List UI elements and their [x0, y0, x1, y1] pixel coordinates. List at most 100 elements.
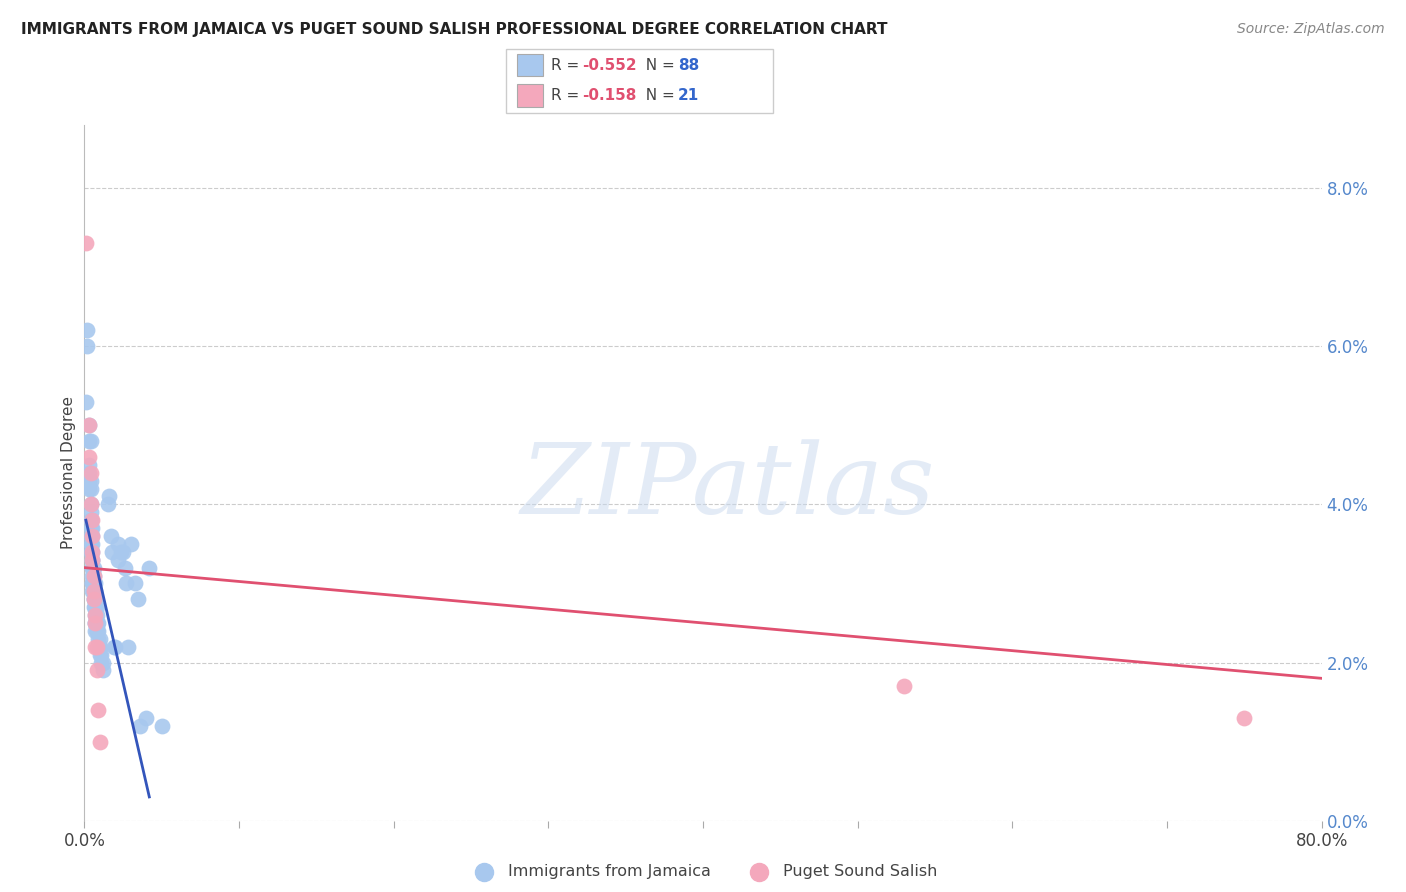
Point: [1233, 711, 1256, 725]
Point: [89, 632, 111, 646]
Text: IMMIGRANTS FROM JAMAICA VS PUGET SOUND SALISH PROFESSIONAL DEGREE CORRELATION CH: IMMIGRANTS FROM JAMAICA VS PUGET SOUND S…: [21, 22, 887, 37]
Point: [84, 576, 107, 591]
Point: [135, 711, 157, 725]
Point: [77, 434, 100, 449]
Point: [79, 537, 101, 551]
Point: [103, 640, 125, 654]
Point: [82, 537, 104, 551]
Point: [77, 458, 100, 472]
Point: [107, 552, 129, 567]
Point: [76, 339, 98, 353]
Point: [79, 482, 101, 496]
Point: [82, 560, 104, 574]
Legend: Immigrants from Jamaica, Puget Sound Salish: Immigrants from Jamaica, Puget Sound Sal…: [463, 858, 943, 886]
Point: [77, 418, 100, 433]
Point: [84, 615, 107, 630]
Point: [83, 592, 105, 607]
Point: [77, 418, 100, 433]
Point: [84, 600, 107, 615]
Point: [82, 552, 104, 567]
Point: [112, 545, 135, 559]
Point: [91, 664, 114, 678]
Point: [86, 624, 108, 638]
Text: -0.552: -0.552: [582, 58, 637, 72]
Text: N =: N =: [636, 88, 679, 103]
Point: [84, 615, 107, 630]
Point: [101, 545, 124, 559]
Point: [84, 615, 107, 630]
Point: [79, 513, 101, 527]
Point: [100, 529, 122, 543]
Point: [87, 624, 110, 638]
Point: [87, 703, 110, 717]
Point: [83, 576, 105, 591]
Text: Source: ZipAtlas.com: Source: ZipAtlas.com: [1237, 22, 1385, 37]
Point: [89, 734, 111, 748]
Point: [79, 474, 101, 488]
Point: [87, 615, 110, 630]
Point: [82, 545, 104, 559]
Point: [79, 466, 101, 480]
Point: [83, 600, 105, 615]
Point: [84, 624, 107, 638]
Point: [83, 584, 105, 599]
Point: [79, 497, 101, 511]
Point: [107, 537, 129, 551]
Point: [79, 529, 101, 543]
Point: [77, 466, 100, 480]
Text: N =: N =: [636, 58, 679, 72]
Point: [79, 545, 101, 559]
Point: [82, 529, 104, 543]
Point: [82, 552, 104, 567]
Point: [128, 592, 150, 607]
Point: [82, 576, 104, 591]
Text: 88: 88: [678, 58, 699, 72]
Point: [124, 576, 146, 591]
Point: [89, 648, 111, 662]
Point: [893, 679, 915, 693]
Point: [86, 615, 108, 630]
Point: [83, 576, 105, 591]
Point: [87, 632, 110, 646]
Point: [97, 497, 120, 511]
Point: [75, 394, 97, 409]
Point: [104, 640, 127, 654]
Text: R =: R =: [551, 88, 585, 103]
Point: [82, 560, 104, 574]
Point: [82, 568, 104, 582]
Point: [138, 560, 160, 574]
Point: [86, 600, 108, 615]
Point: [86, 624, 108, 638]
Point: [84, 584, 107, 599]
Point: [82, 545, 104, 559]
Point: [79, 521, 101, 535]
Text: 21: 21: [678, 88, 699, 103]
Point: [83, 592, 105, 607]
Point: [79, 513, 101, 527]
Point: [79, 529, 101, 543]
Point: [90, 656, 112, 670]
Point: [79, 434, 101, 449]
Point: [83, 568, 105, 582]
Point: [110, 545, 132, 559]
Point: [76, 323, 98, 337]
Point: [79, 497, 101, 511]
Point: [115, 576, 138, 591]
Point: [82, 552, 104, 567]
Point: [84, 592, 107, 607]
Point: [82, 529, 104, 543]
Point: [98, 490, 121, 504]
Point: [83, 584, 105, 599]
Point: [89, 640, 111, 654]
Point: [86, 640, 108, 654]
Point: [86, 615, 108, 630]
Point: [75, 236, 97, 251]
Point: [83, 584, 105, 599]
Point: [84, 640, 107, 654]
Text: ZIPatlas: ZIPatlas: [520, 439, 935, 534]
Point: [89, 640, 111, 654]
Point: [117, 640, 139, 654]
Text: -0.158: -0.158: [582, 88, 637, 103]
Point: [82, 513, 104, 527]
Point: [77, 482, 100, 496]
